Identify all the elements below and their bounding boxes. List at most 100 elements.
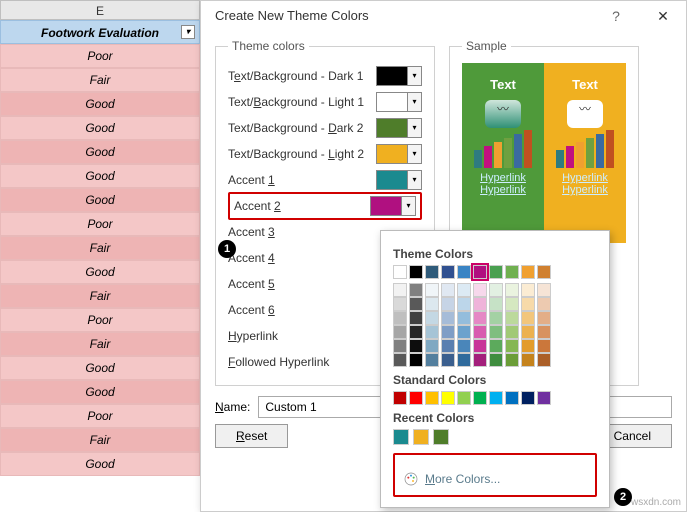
cell[interactable]: Good: [0, 356, 200, 380]
help-icon[interactable]: ?: [596, 1, 636, 31]
theme-shade-swatch[interactable]: [489, 311, 503, 325]
theme-shade-swatch[interactable]: [441, 311, 455, 325]
theme-shade-swatch[interactable]: [409, 297, 423, 311]
theme-shade-swatch[interactable]: [489, 325, 503, 339]
theme-shade-swatch[interactable]: [409, 353, 423, 367]
standard-color-swatch[interactable]: [489, 391, 503, 405]
color-swatch-dropdown[interactable]: ▾: [376, 144, 422, 164]
theme-shade-swatch[interactable]: [457, 283, 471, 297]
theme-color-swatch[interactable]: [489, 265, 503, 279]
reset-button[interactable]: Reset: [215, 424, 288, 448]
standard-color-swatch[interactable]: [441, 391, 455, 405]
theme-shade-swatch[interactable]: [537, 311, 551, 325]
color-swatch-dropdown[interactable]: ▾: [376, 118, 422, 138]
theme-shade-swatch[interactable]: [521, 325, 535, 339]
standard-color-swatch[interactable]: [425, 391, 439, 405]
theme-shade-swatch[interactable]: [489, 353, 503, 367]
color-swatch-dropdown[interactable]: ▾: [376, 170, 422, 190]
theme-shade-swatch[interactable]: [409, 325, 423, 339]
theme-shade-swatch[interactable]: [457, 339, 471, 353]
theme-shade-swatch[interactable]: [457, 353, 471, 367]
cell[interactable]: Fair: [0, 236, 200, 260]
theme-shade-swatch[interactable]: [393, 283, 407, 297]
theme-shade-swatch[interactable]: [505, 353, 519, 367]
theme-shade-swatch[interactable]: [505, 283, 519, 297]
filter-dropdown-icon[interactable]: ▾: [181, 25, 195, 39]
theme-shade-swatch[interactable]: [505, 311, 519, 325]
theme-shade-swatch[interactable]: [425, 297, 439, 311]
theme-shade-swatch[interactable]: [409, 283, 423, 297]
theme-shade-swatch[interactable]: [457, 297, 471, 311]
standard-color-swatch[interactable]: [537, 391, 551, 405]
theme-color-swatch[interactable]: [521, 265, 535, 279]
theme-shade-swatch[interactable]: [425, 353, 439, 367]
theme-shade-swatch[interactable]: [457, 325, 471, 339]
theme-shade-swatch[interactable]: [537, 283, 551, 297]
cell[interactable]: Good: [0, 140, 200, 164]
theme-color-swatch[interactable]: [441, 265, 455, 279]
theme-shade-swatch[interactable]: [537, 297, 551, 311]
theme-shade-swatch[interactable]: [425, 325, 439, 339]
theme-shade-swatch[interactable]: [473, 297, 487, 311]
theme-shade-swatch[interactable]: [521, 353, 535, 367]
cell[interactable]: Poor: [0, 44, 200, 68]
theme-shade-swatch[interactable]: [393, 325, 407, 339]
theme-shade-swatch[interactable]: [537, 339, 551, 353]
column-header[interactable]: Footwork Evaluation ▾: [0, 20, 200, 44]
color-swatch-dropdown[interactable]: ▾: [376, 92, 422, 112]
standard-color-swatch[interactable]: [473, 391, 487, 405]
theme-shade-swatch[interactable]: [441, 339, 455, 353]
theme-shade-swatch[interactable]: [441, 353, 455, 367]
theme-shade-swatch[interactable]: [425, 283, 439, 297]
cell[interactable]: Good: [0, 452, 200, 476]
cell[interactable]: Good: [0, 260, 200, 284]
theme-shade-swatch[interactable]: [521, 283, 535, 297]
cell[interactable]: Fair: [0, 332, 200, 356]
theme-shade-swatch[interactable]: [489, 297, 503, 311]
cell[interactable]: Poor: [0, 212, 200, 236]
theme-shade-swatch[interactable]: [457, 311, 471, 325]
theme-shade-swatch[interactable]: [473, 311, 487, 325]
standard-color-swatch[interactable]: [521, 391, 535, 405]
color-swatch-dropdown[interactable]: ▾: [370, 196, 416, 216]
cell[interactable]: Fair: [0, 284, 200, 308]
cell[interactable]: Poor: [0, 308, 200, 332]
theme-shade-swatch[interactable]: [521, 297, 535, 311]
cell[interactable]: Good: [0, 164, 200, 188]
theme-shade-swatch[interactable]: [425, 311, 439, 325]
theme-color-swatch[interactable]: [425, 265, 439, 279]
theme-shade-swatch[interactable]: [473, 339, 487, 353]
theme-color-swatch[interactable]: [537, 265, 551, 279]
standard-color-swatch[interactable]: [409, 391, 423, 405]
theme-color-swatch[interactable]: [409, 265, 423, 279]
cell[interactable]: Good: [0, 92, 200, 116]
cell[interactable]: Fair: [0, 428, 200, 452]
recent-color-swatch[interactable]: [433, 429, 449, 445]
color-swatch-dropdown[interactable]: ▾: [376, 66, 422, 86]
theme-shade-swatch[interactable]: [393, 297, 407, 311]
close-icon[interactable]: ✕: [640, 1, 686, 31]
theme-shade-swatch[interactable]: [505, 325, 519, 339]
theme-shade-swatch[interactable]: [505, 297, 519, 311]
recent-color-swatch[interactable]: [413, 429, 429, 445]
theme-shade-swatch[interactable]: [441, 297, 455, 311]
cell[interactable]: Good: [0, 380, 200, 404]
column-letter[interactable]: E: [0, 0, 200, 20]
theme-shade-swatch[interactable]: [409, 311, 423, 325]
theme-shade-swatch[interactable]: [393, 353, 407, 367]
theme-shade-swatch[interactable]: [473, 283, 487, 297]
theme-shade-swatch[interactable]: [489, 283, 503, 297]
standard-color-swatch[interactable]: [457, 391, 471, 405]
theme-color-swatch[interactable]: [393, 265, 407, 279]
theme-shade-swatch[interactable]: [441, 283, 455, 297]
theme-shade-swatch[interactable]: [537, 325, 551, 339]
theme-shade-swatch[interactable]: [425, 339, 439, 353]
standard-color-swatch[interactable]: [505, 391, 519, 405]
theme-shade-swatch[interactable]: [489, 339, 503, 353]
theme-color-swatch[interactable]: [457, 265, 471, 279]
theme-shade-swatch[interactable]: [393, 339, 407, 353]
theme-color-swatch[interactable]: [473, 265, 487, 279]
more-colors-button[interactable]: More Colors...: [399, 465, 591, 493]
theme-shade-swatch[interactable]: [473, 325, 487, 339]
cell[interactable]: Fair: [0, 68, 200, 92]
